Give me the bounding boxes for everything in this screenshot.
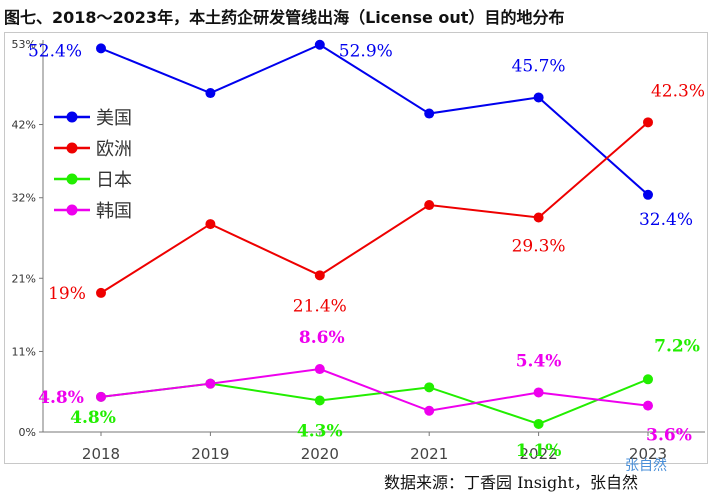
x-tick-label: 2019 [191,445,229,463]
data-label-美国: 32.4% [639,210,693,230]
data-point-美国 [205,88,216,99]
chart-title: 图七、2018～2023年，本土药企研发管线出海（License out）目的地… [4,8,565,27]
y-tick-label: 0% [19,426,36,439]
legend-label-美国: 美国 [96,108,132,129]
data-label-日本: 4.8% [70,408,116,428]
y-tick-label: 21% [12,272,36,285]
data-label-韩国: 8.6% [299,328,345,348]
data-label-日本: 4.3% [297,422,343,442]
data-point-韩国 [314,364,325,375]
data-point-日本 [533,418,544,429]
data-point-欧洲 [533,212,544,223]
data-point-美国 [96,43,106,54]
series-line-韩国 [100,368,649,412]
legend-label-欧洲: 欧洲 [96,139,132,160]
data-label-韩国: 4.8% [38,388,84,408]
data-label-美国: 52.9% [339,42,393,62]
x-tick-label: 2023 [629,445,667,463]
data-point-美国 [643,189,653,200]
legend-label-韩国: 韩国 [96,201,132,222]
data-point-韩国 [533,387,544,398]
data-point-美国 [424,108,435,119]
data-label-日本: 7.2% [654,336,700,356]
y-tick-label: 32% [12,192,36,205]
legend-marker-日本 [66,173,78,185]
data-point-欧洲 [424,200,435,211]
data-label-美国: 52.4% [28,41,82,61]
data-label-美国: 45.7% [512,56,566,76]
series-line-美国 [100,43,649,196]
data-point-日本 [424,382,435,393]
x-tick-label: 2022 [520,445,558,463]
watermark: 张自然 [625,458,667,474]
y-tick-label: 53% [12,38,36,51]
data-label-欧洲: 21.4% [293,296,347,316]
data-point-欧洲 [205,219,216,230]
data-point-韩国 [96,391,106,402]
legend-label-日本: 日本 [96,170,132,191]
data-point-日本 [643,374,653,385]
x-tick-label: 2020 [301,445,339,463]
data-label-韩国: 5.4% [516,351,562,371]
data-label-欧洲: 19% [48,284,86,304]
data-point-韩国 [205,378,216,389]
data-point-欧洲 [643,117,653,128]
data-label-日本: 1.1% [516,441,562,461]
data-label-欧洲: 29.3% [512,237,566,257]
data-point-欧洲 [314,270,325,281]
legend-marker-韩国 [66,204,78,216]
legend-marker-美国 [66,111,78,123]
chart-frame [4,32,708,464]
data-point-欧洲 [96,287,106,298]
y-tick-label: 42% [12,119,36,132]
data-point-韩国 [424,405,435,416]
x-tick-label: 2018 [82,445,120,463]
y-tick-label: 11% [12,345,36,358]
x-tick-label: 2021 [410,445,448,463]
series-line-欧洲 [100,121,649,294]
data-label-欧洲: 42.3% [651,81,705,101]
data-point-美国 [533,92,544,103]
legend-marker-欧洲 [66,142,78,154]
data-point-韩国 [643,400,653,411]
data-point-美国 [314,39,325,50]
data-label-韩国: 3.6% [646,426,692,446]
data-point-日本 [314,395,325,406]
source-note: 数据来源：丁香园 Insight，张自然 [384,473,639,492]
